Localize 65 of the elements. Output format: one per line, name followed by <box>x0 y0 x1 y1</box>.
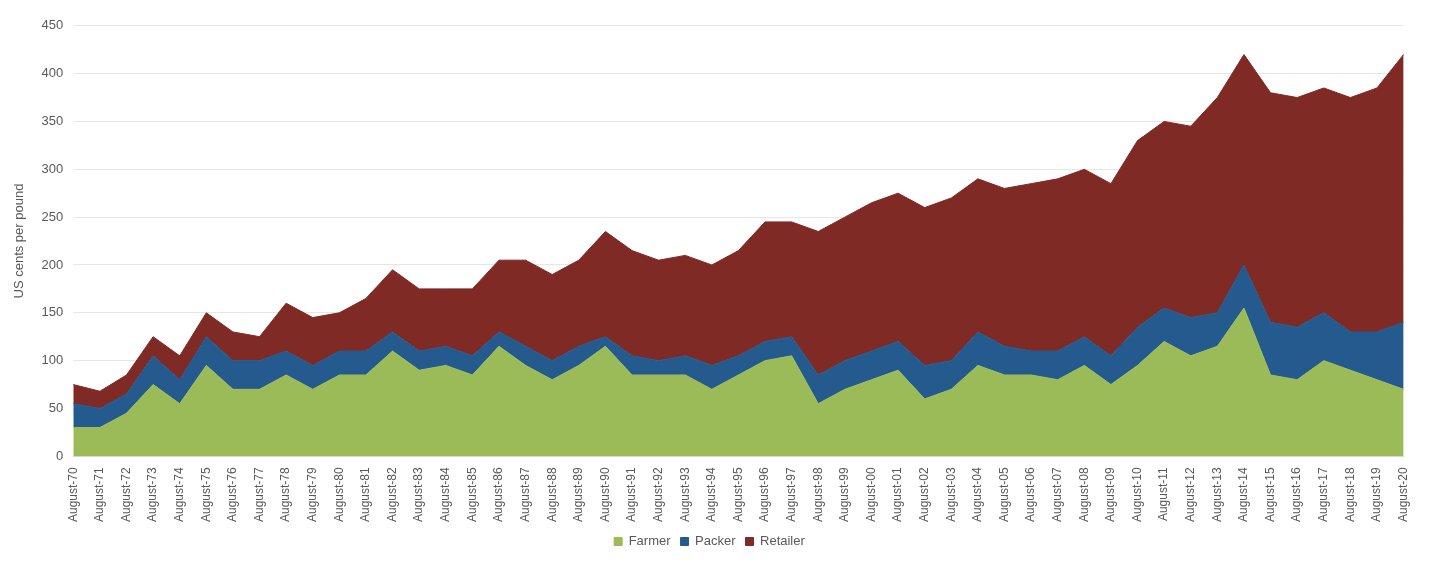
y-tick-label: 200 <box>41 256 64 272</box>
x-tick-label: August-91 <box>624 466 639 522</box>
x-tick-label: August-97 <box>783 466 798 522</box>
x-tick-label: August-82 <box>384 466 399 522</box>
x-tick-label: August-87 <box>517 466 532 522</box>
x-tick-label: August-00 <box>863 466 878 522</box>
legend-label: Retailer <box>760 533 806 549</box>
x-tick-label: August-17 <box>1316 466 1331 522</box>
y-tick-label: 150 <box>41 304 64 320</box>
x-tick-label: August-71 <box>92 466 107 522</box>
x-tick-label: August-79 <box>305 466 320 522</box>
x-tick-label: August-05 <box>996 466 1011 522</box>
x-tick-label: August-12 <box>1183 466 1198 522</box>
y-tick-label: 450 <box>41 17 64 33</box>
x-tick-label: August-89 <box>571 466 586 522</box>
x-tick-label: August-90 <box>597 466 612 522</box>
y-axis-title: US cents per pound <box>11 183 27 299</box>
x-tick-label: August-81 <box>358 466 373 522</box>
x-tick-label: August-19 <box>1369 466 1384 522</box>
x-tick-label: August-04 <box>970 466 985 522</box>
x-tick-label: August-11 <box>1156 466 1171 522</box>
x-tick-label: August-07 <box>1050 466 1065 522</box>
y-tick-label: 100 <box>41 352 64 368</box>
y-tick-label: 0 <box>56 447 64 463</box>
x-tick-label: August-98 <box>810 466 825 522</box>
x-tick-label: August-84 <box>438 466 453 522</box>
x-tick-label: August-15 <box>1262 466 1277 522</box>
x-tick-label: August-14 <box>1236 466 1251 522</box>
x-tick-label: August-16 <box>1289 466 1304 522</box>
x-tick-label: August-92 <box>650 466 665 522</box>
y-tick-label: 400 <box>41 65 64 81</box>
x-tick-label: August-01 <box>890 466 905 522</box>
x-tick-label: August-75 <box>198 466 213 522</box>
x-tick-label: August-08 <box>1076 466 1091 522</box>
y-tick-label: 350 <box>41 113 64 129</box>
x-tick-label: August-86 <box>491 466 506 522</box>
x-tick-label: August-13 <box>1209 466 1224 522</box>
y-tick-label: 300 <box>41 160 64 176</box>
x-tick-label: August-73 <box>145 466 160 522</box>
x-tick-label: August-02 <box>917 466 931 522</box>
x-tick-label: August-77 <box>251 466 266 522</box>
x-tick-label: August-99 <box>837 466 852 522</box>
x-tick-label: August-96 <box>757 466 772 522</box>
x-tick-label: August-80 <box>331 466 346 522</box>
x-tick-label: August-20 <box>1395 466 1410 522</box>
x-tick-label: August-72 <box>118 466 133 522</box>
x-tick-label: August-94 <box>704 466 719 522</box>
x-tick-label: August-70 <box>65 466 80 522</box>
x-tick-label: August-76 <box>225 466 240 522</box>
x-tick-label: August-06 <box>1023 466 1038 522</box>
legend-label: Packer <box>695 533 737 549</box>
x-tick-label: August-88 <box>544 466 559 522</box>
x-tick-label: August-10 <box>1129 466 1144 522</box>
x-tick-label: August-83 <box>411 466 426 522</box>
y-tick-label: 50 <box>48 400 64 416</box>
y-tick-label: 250 <box>41 208 64 224</box>
x-tick-label: August-18 <box>1342 466 1357 522</box>
x-tick-label: August-85 <box>464 466 479 522</box>
x-tick-label: August-03 <box>943 466 958 522</box>
x-tick-label: August-74 <box>172 466 187 522</box>
legend-label: Farmer <box>628 533 672 549</box>
x-tick-label: August-93 <box>677 466 692 522</box>
x-tick-label: August-95 <box>730 466 745 522</box>
x-tick-label: August-09 <box>1103 466 1118 522</box>
x-tick-label: August-78 <box>278 466 293 522</box>
